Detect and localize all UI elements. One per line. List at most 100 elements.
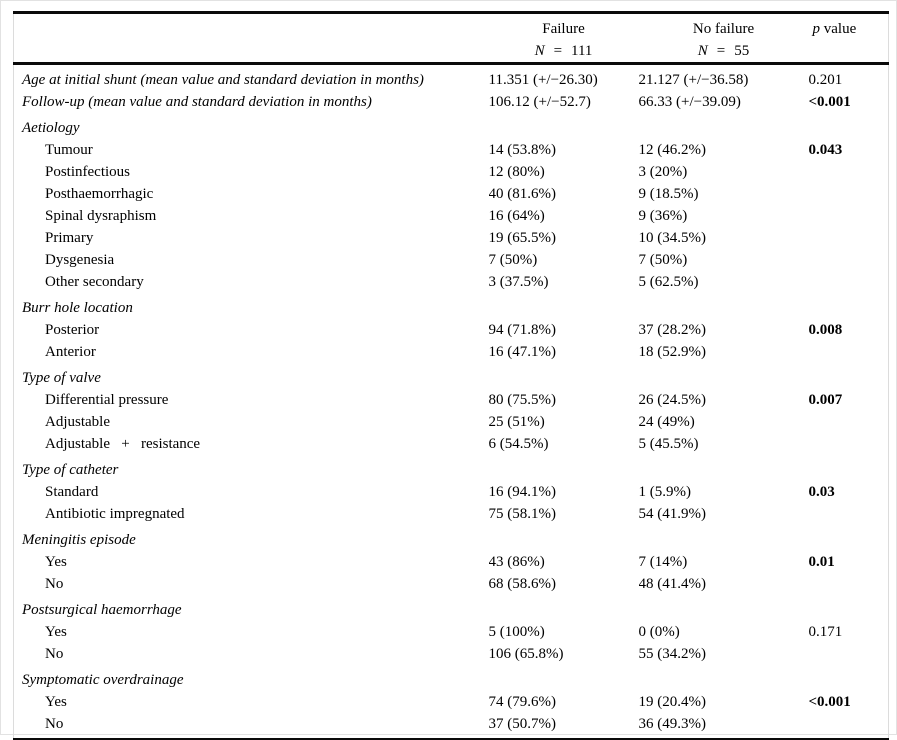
cell-p-value: 0.03 — [808, 484, 835, 500]
header-row: Failure N = 111 No failure N = 55 p value — [13, 12, 889, 65]
table-row: Adjustable + resistance 6 (54.5%) 5 (45.5%… — [14, 433, 889, 455]
cell-failure: 74 (79.6%) — [488, 694, 557, 710]
cell-no-failure: 37 (28.2%) — [638, 322, 707, 338]
row-label: Spinal dysraphism — [45, 208, 157, 224]
cell-failure: 12 (80%) — [488, 164, 545, 180]
cell-failure: 16 (94.1%) — [488, 484, 557, 500]
row-label: Differential pressure — [45, 392, 169, 408]
table-row: No 37 (50.7%) 36 (49.3%) — [14, 713, 889, 739]
cell-no-failure: 18 (52.9%) — [638, 344, 707, 360]
cell-failure: 80 (75.5%) — [488, 392, 557, 408]
cell-no-failure: 3 (20%) — [638, 164, 688, 180]
cell-failure: 68 (58.6%) — [488, 576, 557, 592]
section-row: Aetiology — [14, 113, 889, 139]
cell-no-failure: 54 (41.9%) — [638, 506, 707, 522]
cell-failure: 16 (64%) — [488, 208, 545, 224]
row-label: No — [45, 576, 64, 592]
cell-no-failure — [639, 665, 809, 691]
cell-no-failure: 26 (24.5%) — [638, 392, 707, 408]
row-label: Age at initial shunt (mean value and sta… — [22, 72, 424, 88]
row-label: Antibiotic impregnated — [45, 506, 185, 522]
table-row: Differential pressure 80 (75.5%) 26 (24.5%… — [14, 389, 889, 411]
table-row: Tumour 14 (53.8%) 12 (46.2%) 0.043 — [14, 139, 889, 161]
cell-p-value — [809, 665, 889, 691]
cell-p-value — [809, 525, 889, 551]
column-header-no-failure: No failure N = 55 — [638, 12, 809, 65]
cell-failure: 43 (86%) — [488, 554, 545, 570]
results-table: Failure N = 111 No failure N = 55 p value Ag… — [13, 11, 889, 740]
table-row: Other secondary 3 (37.5%) 5 (62.5%) — [14, 271, 889, 293]
cell-p-value — [809, 411, 889, 433]
row-label: No — [45, 646, 64, 662]
cell-p-value — [809, 595, 889, 621]
row-label: Yes — [45, 624, 67, 640]
section-row: Meningitis episode — [14, 525, 889, 551]
cell-no-failure: 48 (41.4%) — [638, 576, 707, 592]
row-label: Standard — [45, 484, 99, 500]
table-row: Standard 16 (94.1%) 1 (5.9%) 0.03 — [14, 481, 889, 503]
cell-no-failure: 5 (62.5%) — [638, 274, 699, 290]
cell-failure: 106.12 (+/−52.7) — [488, 94, 591, 110]
table-row: Dysgenesia 7 (50%) 7 (50%) — [14, 249, 889, 271]
row-label: Symptomatic overdrainage — [22, 672, 184, 688]
cell-p-value — [809, 293, 889, 319]
cell-no-failure: 55 (34.2%) — [638, 646, 707, 662]
row-label: Type of valve — [22, 370, 101, 386]
cell-p-value: 0.01 — [808, 554, 835, 570]
cell-failure: 5 (100%) — [488, 624, 545, 640]
row-label: Meningitis episode — [22, 532, 136, 548]
row-label: Yes — [45, 694, 67, 710]
cell-p-value — [809, 363, 889, 389]
cell-no-failure: 19 (20.4%) — [638, 694, 707, 710]
table-row: Yes 5 (100%) 0 (0%) 0.171 — [14, 621, 889, 643]
section-row: Type of valve — [14, 363, 889, 389]
table-row: Postinfectious 12 (80%) 3 (20%) — [14, 161, 889, 183]
cell-p-value: 0.171 — [808, 624, 843, 640]
cell-no-failure — [639, 595, 809, 621]
table-row: No 68 (58.6%) 48 (41.4%) — [14, 573, 889, 595]
cell-failure — [489, 665, 639, 691]
cell-no-failure — [639, 363, 809, 389]
section-row: Burr hole location — [14, 293, 889, 319]
cell-no-failure: 1 (5.9%) — [638, 484, 692, 500]
table-row: Age at initial shunt (mean value and sta… — [14, 64, 889, 92]
cell-p-value — [809, 503, 889, 525]
row-label: Posterior — [45, 322, 100, 338]
no-failure-n: N = 55 — [697, 43, 750, 59]
cell-p-value — [809, 713, 889, 739]
cell-no-failure — [639, 455, 809, 481]
table-row: Spinal dysraphism 16 (64%) 9 (36%) — [14, 205, 889, 227]
p-value-label: p value — [812, 21, 857, 37]
cell-failure: 7 (50%) — [488, 252, 538, 268]
cell-p-value — [809, 161, 889, 183]
row-label: Adjustable — [45, 414, 110, 430]
cell-p-value — [809, 205, 889, 227]
section-row: Postsurgical haemorrhage — [14, 595, 889, 621]
table-row: Posterior 94 (71.8%) 37 (28.2%) 0.008 — [14, 319, 889, 341]
cell-p-value: 0.201 — [808, 72, 843, 88]
cell-p-value — [809, 455, 889, 481]
cell-no-failure — [639, 293, 809, 319]
cell-failure: 14 (53.8%) — [488, 142, 557, 158]
cell-no-failure: 10 (34.5%) — [638, 230, 707, 246]
row-label: Posthaemorrhagic — [45, 186, 154, 202]
row-label: Postsurgical haemorrhage — [22, 602, 182, 618]
cell-failure — [489, 525, 639, 551]
cell-no-failure — [639, 113, 809, 139]
cell-failure — [489, 363, 639, 389]
cell-p-value — [809, 227, 889, 249]
row-label: Type of catheter — [22, 462, 119, 478]
section-row: Type of catheter — [14, 455, 889, 481]
cell-p-value — [809, 573, 889, 595]
row-label: Burr hole location — [22, 300, 133, 316]
row-label: Tumour — [45, 142, 93, 158]
cell-p-value — [809, 249, 889, 271]
row-label: Postinfectious — [45, 164, 130, 180]
cell-failure — [489, 293, 639, 319]
cell-p-value — [809, 341, 889, 363]
cell-p-value: <0.001 — [808, 694, 851, 710]
row-label: Dysgenesia — [45, 252, 115, 268]
row-label: Anterior — [45, 344, 96, 360]
cell-failure: 37 (50.7%) — [488, 716, 557, 732]
